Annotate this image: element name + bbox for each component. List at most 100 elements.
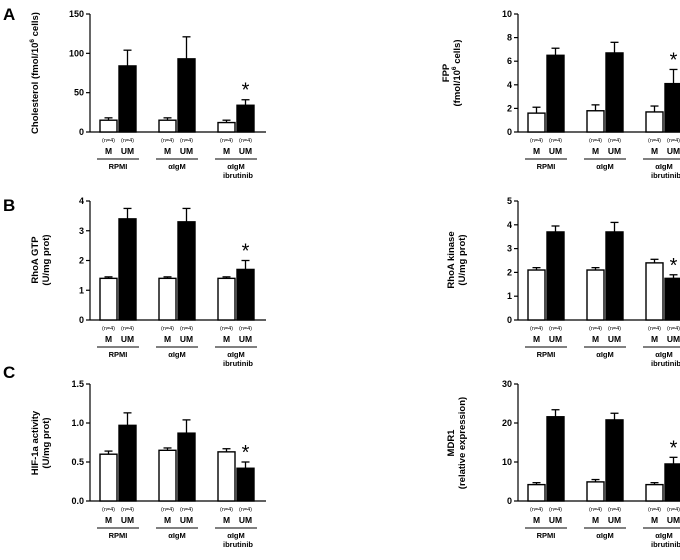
marker-label: UM — [239, 515, 252, 525]
group-label: αIgM — [655, 162, 673, 171]
significance-star: * — [670, 255, 678, 277]
n-label: (n=4) — [239, 507, 252, 513]
marker-label: M — [164, 146, 171, 156]
n-label: (n=4) — [161, 507, 174, 513]
n-label: (n=4) — [239, 326, 252, 332]
bar-um — [236, 268, 255, 321]
bar-um — [118, 218, 137, 321]
n-label: (n=4) — [589, 326, 602, 332]
n-label: (n=4) — [608, 138, 621, 144]
y-tick-label: 10 — [502, 9, 512, 19]
n-label: (n=4) — [530, 326, 543, 332]
group-label: αIgM — [596, 350, 614, 359]
significance-star: * — [670, 49, 678, 71]
chart-fpp: FPP(fmol/106 cells)0246810(n=4)M(n=4)UMR… — [441, 9, 680, 180]
bar-m — [158, 449, 177, 502]
group-label: RPMI — [537, 350, 556, 359]
y-axis-label-part: cells) — [452, 40, 463, 67]
marker-label: M — [105, 334, 112, 344]
y-tick-label: 50 — [74, 88, 84, 98]
bar-um — [605, 52, 624, 133]
bar-m — [99, 453, 118, 502]
n-label: (n=4) — [667, 507, 680, 513]
y-axis-label: Cholesterol (fmol/106 cells) — [29, 12, 41, 134]
y-axis-label-line: (U/mg prot) — [41, 234, 52, 285]
marker-label: UM — [667, 334, 680, 344]
y-tick-label: 4 — [507, 80, 512, 90]
n-label: (n=4) — [220, 326, 233, 332]
y-axis-label-line: (U/mg prot) — [41, 417, 52, 468]
bar-m — [99, 277, 118, 321]
bar-um — [664, 82, 680, 133]
y-axis-label-part: cells) — [30, 12, 41, 39]
marker-label: UM — [667, 146, 680, 156]
panel-letter-b: B — [3, 196, 15, 215]
bar-um — [177, 432, 196, 502]
bar-m — [158, 277, 177, 321]
y-tick-label: 0 — [79, 127, 84, 137]
n-label: (n=4) — [589, 138, 602, 144]
y-axis-label-line: (U/mg prot) — [457, 234, 468, 285]
n-label: (n=4) — [648, 326, 661, 332]
marker-label: M — [592, 146, 599, 156]
bar-m — [99, 119, 118, 133]
bar-m — [217, 121, 236, 133]
y-tick-label: 5 — [507, 196, 512, 206]
y-axis-label: RhoA GTP(U/mg prot) — [30, 234, 52, 285]
y-axis-label-line: RhoA kinase — [446, 231, 457, 288]
y-tick-label: 1.0 — [71, 418, 84, 428]
marker-label: UM — [121, 146, 134, 156]
n-label: (n=4) — [549, 326, 562, 332]
marker-label: M — [651, 515, 658, 525]
marker-label: UM — [180, 334, 193, 344]
bar-m — [158, 119, 177, 133]
marker-label: UM — [121, 334, 134, 344]
n-label: (n=4) — [220, 138, 233, 144]
bar-um — [546, 54, 565, 133]
group-label: αIgM — [655, 350, 673, 359]
n-label: (n=4) — [530, 507, 543, 513]
marker-label: M — [164, 515, 171, 525]
y-tick-label: 10 — [502, 457, 512, 467]
bar-m — [645, 111, 664, 133]
group-label: αIgM — [596, 531, 614, 540]
n-label: (n=4) — [608, 326, 621, 332]
significance-star: * — [242, 241, 250, 263]
chart-hif1a-activity: HIF-1a activity(U/mg prot) 0.0 0.5 1.0 1.5 (n… — [30, 379, 266, 549]
marker-label: M — [223, 515, 230, 525]
y-tick-label: 30 — [502, 379, 512, 389]
y-tick-label: 6 — [507, 56, 512, 66]
y-axis-label-line: HIF-1a activity — [30, 410, 41, 475]
y-axis-label-sup: 6 — [451, 66, 458, 70]
marker-label: UM — [549, 515, 562, 525]
y-axis-label-line: RhoA GTP — [30, 236, 41, 284]
y-axis-label-line: MDR1 — [446, 429, 457, 457]
y-axis-label-sup: 6 — [29, 39, 36, 43]
n-label: (n=4) — [667, 138, 680, 144]
chart-rhoa-gtp: RhoA GTP(U/mg prot) 0 1 2 3 4 (n=4) M (n=4) UM RPM… — [30, 196, 266, 368]
y-tick-label: 4 — [79, 196, 84, 206]
bar-m — [645, 483, 664, 502]
marker-label: UM — [667, 515, 680, 525]
y-axis-label: RhoA kinase(U/mg prot) — [446, 231, 468, 288]
panel-letter-c: C — [3, 363, 15, 382]
marker-label: UM — [239, 334, 252, 344]
bar-m — [586, 269, 605, 321]
y-tick-label: 1 — [79, 285, 84, 295]
group-label-line2: ibrutinib — [223, 171, 253, 180]
y-tick-label: 2 — [507, 267, 512, 277]
n-label: (n=4) — [121, 326, 134, 332]
group-label-line2: ibrutinib — [651, 540, 680, 549]
marker-label: M — [533, 334, 540, 344]
bar-um — [118, 424, 137, 502]
group-label: RPMI — [109, 531, 128, 540]
marker-label: M — [592, 334, 599, 344]
n-label: (n=4) — [180, 138, 193, 144]
group-label: RPMI — [109, 350, 128, 359]
y-tick-label: 1.5 — [71, 379, 84, 389]
y-tick-label: 2 — [507, 103, 512, 113]
marker-label: UM — [608, 515, 621, 525]
y-axis-label: MDR1(relative expression) — [446, 397, 468, 489]
y-tick-label: 0 — [507, 496, 512, 506]
